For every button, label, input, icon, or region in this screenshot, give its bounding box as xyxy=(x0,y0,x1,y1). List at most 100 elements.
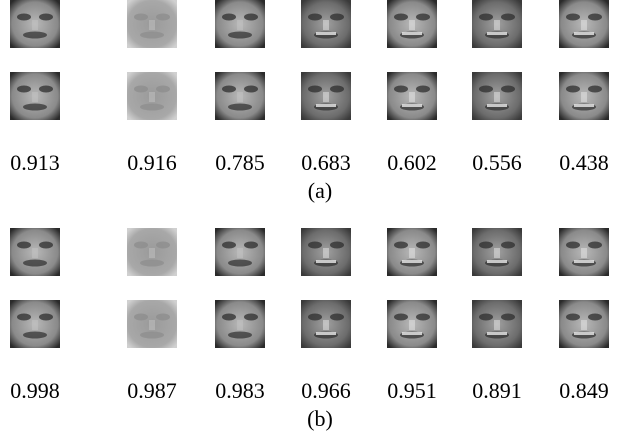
face-nose xyxy=(323,92,329,102)
similarity-value: 0.891 xyxy=(472,378,522,403)
face-eye xyxy=(501,14,515,21)
face-nose xyxy=(149,20,155,30)
face-highlight xyxy=(402,332,422,335)
face-nose xyxy=(581,320,587,330)
similarity-value: 0.849 xyxy=(559,378,609,403)
face-eye xyxy=(394,14,408,21)
face-eye xyxy=(330,14,344,21)
similarity-value: 0.785 xyxy=(215,150,265,175)
face-eye xyxy=(134,314,148,321)
face-eye xyxy=(17,86,31,93)
face-eye xyxy=(566,242,580,249)
face-image xyxy=(559,0,609,48)
face-eye xyxy=(244,14,258,21)
similarity-value: 0.913 xyxy=(10,150,60,175)
face-eye xyxy=(156,86,170,93)
face-image xyxy=(127,300,177,348)
face-highlight xyxy=(574,260,594,263)
face-image xyxy=(559,300,609,348)
face-nose xyxy=(323,20,329,30)
face-image xyxy=(10,300,60,348)
face-nose xyxy=(149,92,155,102)
face-image xyxy=(127,72,177,120)
face-image xyxy=(215,228,265,276)
face-nose xyxy=(32,320,38,330)
face-eye xyxy=(156,242,170,249)
face-image xyxy=(301,0,351,48)
face-eye xyxy=(479,314,493,321)
face-nose xyxy=(237,20,243,30)
face-nose xyxy=(409,248,415,258)
face-mouth xyxy=(140,32,164,39)
face-eye xyxy=(156,314,170,321)
face-eye xyxy=(156,14,170,21)
face-eye xyxy=(479,242,493,249)
face-eye xyxy=(39,242,53,249)
face-highlight xyxy=(574,332,594,335)
face-eye xyxy=(330,86,344,93)
face-eye xyxy=(566,86,580,93)
face-image xyxy=(387,228,437,276)
similarity-value: 0.966 xyxy=(301,378,351,403)
face-eye xyxy=(222,314,236,321)
face-highlight xyxy=(316,260,336,263)
similarity-value: 0.683 xyxy=(301,150,351,175)
face-eye xyxy=(588,242,602,249)
face-mouth xyxy=(228,104,252,111)
face-highlight xyxy=(402,260,422,263)
face-mouth xyxy=(228,32,252,39)
face-eye xyxy=(308,14,322,21)
face-nose xyxy=(494,248,500,258)
face-highlight xyxy=(487,104,507,107)
face-image xyxy=(127,228,177,276)
face-nose xyxy=(32,20,38,30)
similarity-value: 0.602 xyxy=(387,150,437,175)
face-highlight xyxy=(574,104,594,107)
face-mouth xyxy=(23,104,47,111)
figure: 0.9130.9160.7850.6830.6020.5560.438(a)0.… xyxy=(0,0,631,445)
face-eye xyxy=(222,14,236,21)
face-nose xyxy=(494,92,500,102)
face-eye xyxy=(588,86,602,93)
face-eye xyxy=(39,314,53,321)
face-eye xyxy=(588,14,602,21)
face-highlight xyxy=(487,332,507,335)
face-eye xyxy=(566,314,580,321)
face-image xyxy=(10,0,60,48)
face-eye xyxy=(479,86,493,93)
face-image xyxy=(215,0,265,48)
face-eye xyxy=(501,242,515,249)
face-nose xyxy=(149,248,155,258)
face-eye xyxy=(134,14,148,21)
face-eye xyxy=(222,86,236,93)
panel-caption: (b) xyxy=(307,406,333,431)
face-mouth xyxy=(140,104,164,111)
face-nose xyxy=(581,248,587,258)
similarity-value: 0.438 xyxy=(559,150,609,175)
face-eye xyxy=(501,314,515,321)
face-eye xyxy=(479,14,493,21)
face-eye xyxy=(39,86,53,93)
face-image xyxy=(10,72,60,120)
face-mouth xyxy=(23,32,47,39)
face-image xyxy=(472,228,522,276)
face-mouth xyxy=(140,332,164,339)
panel-caption: (a) xyxy=(308,178,332,203)
face-image xyxy=(10,228,60,276)
face-image xyxy=(472,72,522,120)
face-eye xyxy=(222,242,236,249)
face-nose xyxy=(149,320,155,330)
face-highlight xyxy=(402,32,422,35)
face-nose xyxy=(323,320,329,330)
face-eye xyxy=(39,14,53,21)
face-eye xyxy=(416,314,430,321)
face-nose xyxy=(237,92,243,102)
face-nose xyxy=(494,20,500,30)
face-image xyxy=(559,72,609,120)
face-eye xyxy=(330,314,344,321)
face-nose xyxy=(494,320,500,330)
face-eye xyxy=(308,314,322,321)
face-nose xyxy=(237,248,243,258)
face-nose xyxy=(581,92,587,102)
face-eye xyxy=(588,314,602,321)
